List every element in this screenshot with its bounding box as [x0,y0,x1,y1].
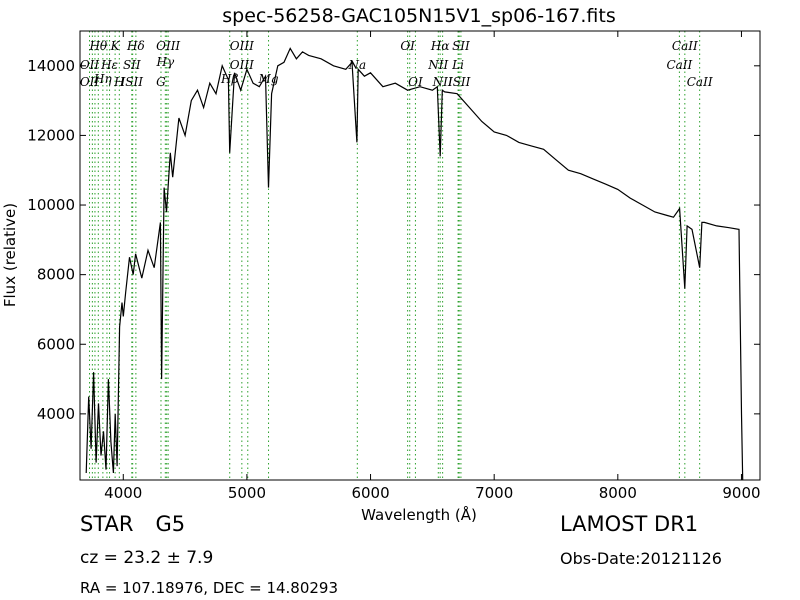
redshift-cz: cz = 23.2 ± 7.9 [80,548,214,568]
plot-frame [79,30,761,481]
line-marker-label: Hδ [126,39,145,53]
line-marker-label: Hα [430,39,450,53]
y-tick-label: 8000 [37,266,75,284]
line-marker-label: OIII [230,58,254,72]
survey-name: LAMOST DR1 [560,512,699,536]
line-marker-label: SII [452,39,470,53]
line-marker-label: OI [400,39,415,53]
y-tick-label: 6000 [37,335,75,353]
line-marker-label: NII [432,75,453,89]
x-tick-label: 4000 [104,484,142,502]
line-marker-label: ISII [447,75,471,89]
line-marker-label: ISII [120,75,144,89]
x-tick-label: 9000 [722,484,760,502]
line-marker-label: NII [427,58,448,72]
line-marker-label: OII [80,75,100,89]
line-marker-label: OI [408,75,423,89]
line-marker-label: Hε [100,58,118,72]
line-marker-label: OII [80,58,100,72]
x-tick-label: 8000 [599,484,637,502]
line-marker-label: CaII [666,58,692,72]
line-marker-label: OIII [230,39,254,53]
line-marker-label: K [110,39,121,53]
line-marker-label: Hθ [88,39,107,53]
line-marker-label: G [156,75,166,89]
line-marker-label: Li [451,58,464,72]
x-tick-label: 6000 [351,484,389,502]
y-axis-ticks: 4000 6000 8000 10000 12000 14000 [27,57,760,423]
object-subclass: G5 [155,512,186,536]
line-marker-label: Hβ [220,72,238,86]
spectrum-line [85,47,744,481]
x-axis-ticks: 4000 5000 6000 7000 8000 9000 [104,31,761,502]
line-marker-label: CaII [672,39,698,53]
y-tick-label: 4000 [37,405,75,423]
x-tick-label: 7000 [475,484,513,502]
line-marker-label: CaII [687,75,713,89]
line-marker-label: SII [123,58,141,72]
observation-date: Obs-Date:20121126 [560,549,722,568]
x-axis-label: Wavelength (Å) [361,505,477,524]
y-tick-label: 10000 [27,196,75,214]
y-axis-label: Flux (relative) [1,203,19,307]
line-marker-label: Hη [93,72,112,86]
object-classification: STAR G5 [80,512,185,536]
x-tick-label: 5000 [228,484,266,502]
y-tick-label: 12000 [27,126,75,144]
line-marker-label: Hγ [155,55,174,69]
chart-title: spec-56258-GAC105N15V1_sp06-167.fits [222,5,615,27]
line-marker-lines [89,31,701,480]
ra-dec-coordinates: RA = 107.18976, DEC = 14.80293 [80,579,339,597]
y-tick-label: 14000 [27,57,75,75]
line-marker-label: H [113,75,125,89]
line-marker-label: OIII [156,39,180,53]
object-class: STAR [80,512,134,536]
